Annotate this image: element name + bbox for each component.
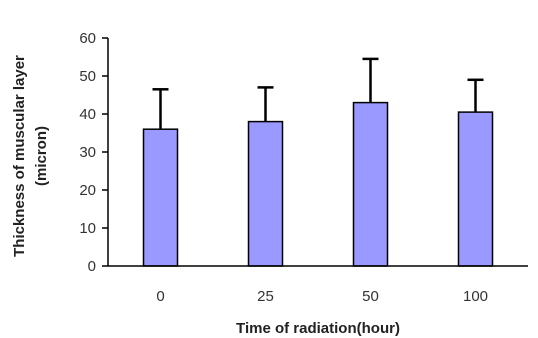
bar — [352, 101, 389, 267]
y-tick-label: 0 — [88, 258, 96, 275]
x-tick-label: 0 — [156, 288, 164, 305]
x-tick-label: 25 — [257, 288, 274, 305]
x-axis-title: Time of radiation(hour) — [236, 320, 400, 337]
y-tick-labels: 0 10 20 30 40 50 60 — [79, 30, 96, 275]
bar — [247, 120, 284, 267]
y-tick-label: 30 — [79, 144, 96, 161]
error-bars — [152, 57, 484, 130]
y-tick-label: 60 — [79, 30, 96, 47]
y-tick-label: 20 — [79, 182, 96, 199]
bars — [142, 101, 494, 267]
y-tick-label: 50 — [79, 68, 96, 85]
y-ticks — [102, 37, 108, 267]
x-tick-labels: 0 25 50 100 — [156, 288, 488, 305]
x-tick-label: 100 — [463, 288, 488, 305]
y-axis-title-line-2: (micron) — [33, 126, 50, 186]
bar — [142, 128, 179, 267]
y-tick-label: 10 — [79, 220, 96, 237]
x-tick-label: 50 — [362, 288, 379, 305]
bar — [457, 111, 494, 267]
y-axis-title-line-1: Thickness of muscular layer — [11, 55, 28, 257]
y-axis-title: Thickness of muscular layer (micron) — [11, 55, 50, 257]
y-tick-label: 40 — [79, 106, 96, 123]
